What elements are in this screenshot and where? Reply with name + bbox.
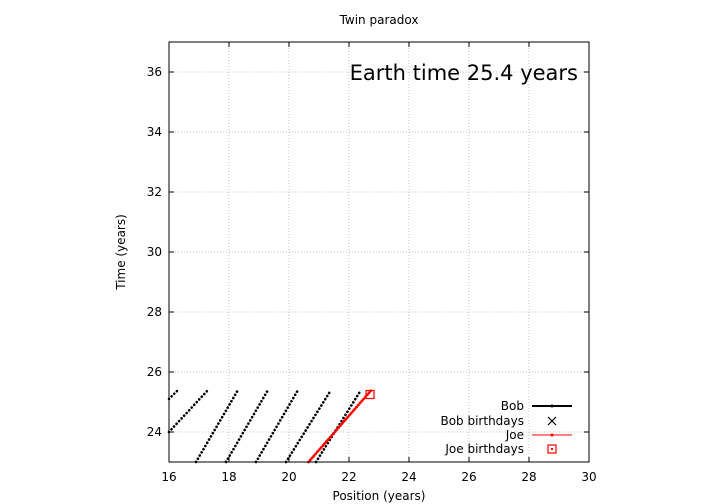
x-tick-label: 28 — [521, 470, 536, 484]
bob-world-line — [194, 388, 240, 464]
legend-swatch-joe-birthdays — [547, 444, 557, 454]
x-tick-label: 22 — [341, 470, 356, 484]
bob-world-line — [314, 388, 363, 464]
x-axis-label: Position (years) — [333, 489, 426, 503]
x-tick-label: 16 — [161, 470, 176, 484]
legend-label-joe-birthdays: Joe birthdays — [444, 442, 524, 456]
joe-world-line-points — [307, 388, 373, 464]
x-tick-label: 30 — [581, 470, 596, 484]
legend-label-joe: Joe — [505, 428, 524, 442]
earth-time-annotation: Earth time 25.4 years — [350, 61, 578, 85]
y-axis-label: Time (years) — [114, 214, 128, 291]
x-tick-label: 24 — [401, 470, 416, 484]
bob-world-line — [167, 388, 180, 401]
plot-data — [167, 388, 375, 464]
bob-world-line — [224, 388, 270, 464]
legend: Bob Bob birthdays Joe Joe birthdays — [440, 399, 572, 456]
bob-world-line — [284, 388, 333, 464]
bob-world-line — [254, 388, 300, 464]
legend-swatch-joe-dot — [550, 433, 554, 437]
y-tick-label: 28 — [147, 305, 162, 319]
grid — [169, 42, 589, 462]
legend-label-bob: Bob — [501, 399, 524, 413]
y-tick-label: 36 — [147, 65, 162, 79]
y-tick-label: 26 — [147, 365, 162, 379]
chart-title: Twin paradox — [339, 13, 419, 27]
bob-world-line — [167, 388, 210, 434]
axis-ticks: 16 18 20 22 24 26 28 30 24 26 28 30 32 34 36 — [147, 42, 597, 484]
y-tick-label: 34 — [147, 125, 162, 139]
y-tick-label: 30 — [147, 245, 162, 259]
legend-swatch-bob-dot — [550, 404, 554, 408]
legend-swatch-bob-birthdays — [547, 416, 557, 426]
x-tick-label: 20 — [281, 470, 296, 484]
legend-label-bob-birthdays: Bob birthdays — [440, 414, 524, 428]
x-tick-label: 26 — [461, 470, 476, 484]
joe-birthday-marker — [365, 389, 375, 400]
y-tick-label: 24 — [147, 425, 162, 439]
x-tick-label: 18 — [221, 470, 236, 484]
y-tick-label: 32 — [147, 185, 162, 199]
